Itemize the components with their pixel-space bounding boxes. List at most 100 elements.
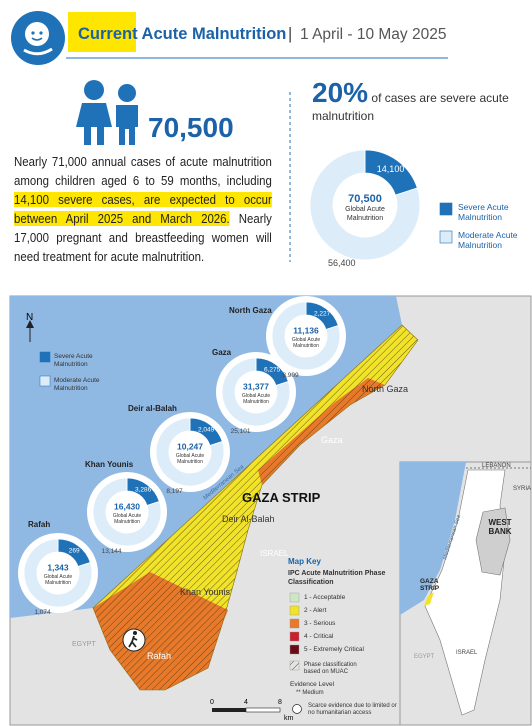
value-label: 269 — [69, 547, 80, 554]
highlight — [68, 12, 136, 52]
inset-label: WEST BANK — [488, 518, 512, 536]
key-label: 2 - Alert — [304, 607, 327, 614]
scale-label: 0 — [210, 699, 214, 706]
key-swatch — [289, 618, 300, 629]
center-text: Global Acute Malnutrition — [291, 337, 321, 350]
value-label: 13,144 — [102, 548, 122, 555]
inset-label: EGYPT — [414, 654, 435, 660]
place-label: Deir Al-Balah — [222, 514, 275, 524]
center-value: 1,343 — [47, 563, 69, 573]
place-label: Rafah — [147, 651, 171, 661]
paragraph: Nearly 71,000 annual cases of acute maln… — [14, 152, 272, 266]
separator: | — [288, 25, 293, 43]
country-label: EGYPT — [72, 641, 96, 648]
value-label: 2,227 — [314, 310, 331, 317]
key-label: 3 - Serious — [304, 620, 336, 627]
text: Nearly 17,000 pregnant and breastfeeding… — [14, 211, 272, 264]
center-text: Global Acute Malnutrition — [241, 393, 271, 406]
center-text: Global Acute Malnutrition — [345, 206, 385, 222]
key-swatch — [289, 631, 300, 642]
value-label: 6,275 — [264, 366, 281, 373]
value-label: 1,074 — [34, 609, 51, 616]
value-label: 8,909 — [282, 372, 299, 379]
donut-slice — [23, 538, 93, 608]
value-label: 14,100 — [377, 164, 405, 174]
total: 70,500 — [148, 112, 234, 143]
inset-label: LEBANON — [482, 463, 511, 469]
scale-label: 4 — [244, 699, 248, 706]
donut-title: North Gaza — [229, 306, 272, 315]
key-label: Scarce evidence due to limited or no hum… — [308, 703, 397, 716]
donut-slice — [221, 357, 291, 427]
people-icon — [76, 80, 138, 145]
donut-title: Gaza — [212, 348, 232, 357]
scale-label: km — [284, 715, 294, 722]
value-label: 8,197 — [166, 488, 183, 495]
scale-bar — [212, 708, 246, 712]
donut-slice — [271, 301, 341, 371]
center-value: 70,500 — [348, 193, 382, 205]
donut-slice — [155, 417, 225, 487]
center-text: Global Acute Malnutrition — [175, 453, 205, 466]
key-label: Evidence Level — [290, 681, 335, 688]
icon — [25, 22, 49, 46]
scale-label: 8 — [278, 699, 282, 706]
value-label: 3,286 — [135, 486, 152, 493]
donut-title: Khan Younis — [85, 460, 134, 469]
key-label: Phase classification based on MUAC — [304, 662, 357, 675]
region-label: GAZA STRIP — [242, 490, 321, 505]
inset-label: SYRIA — [513, 486, 531, 492]
donut-title: Rafah — [28, 520, 51, 529]
center-value: 11,136 — [293, 326, 319, 336]
place-label: North Gaza — [362, 384, 408, 394]
key-label: 5 - Extremely Critical — [304, 646, 364, 653]
value-label: 25,101 — [231, 428, 251, 435]
place-label: Gaza — [321, 435, 343, 445]
center-text: Global Acute Malnutrition — [43, 574, 73, 587]
title: Current Acute Malnutrition — [78, 25, 287, 43]
legend-swatch — [439, 202, 453, 216]
donut-slice — [92, 477, 162, 547]
key-swatch — [289, 592, 300, 603]
inset-gaza — [424, 592, 434, 606]
country-label: ISRAEL — [260, 549, 289, 558]
value-label: 2,049 — [198, 426, 215, 433]
text: of cases are severe acute malnutrition — [312, 91, 509, 123]
key-title: Map Key — [288, 557, 321, 566]
key-swatch — [289, 644, 300, 655]
legend-swatch — [39, 351, 51, 363]
date: 1 April - 10 May 2025 — [300, 26, 447, 43]
key-swatch — [289, 605, 300, 616]
severe-share: 20% of cases are severe acute malnutriti… — [312, 79, 512, 125]
center-value: 31,377 — [243, 382, 269, 392]
center-value: 16,430 — [114, 502, 140, 512]
west-bank — [475, 507, 511, 576]
inset-label: ISRAEL — [456, 650, 478, 656]
scale-bar — [245, 707, 281, 713]
walk-icon — [122, 628, 146, 652]
legend-label: Severe Acute Malnutrition — [458, 202, 509, 222]
legend-label: Moderate Acute Malnutrition — [54, 377, 100, 392]
key-label: ** Medium — [296, 690, 324, 696]
percent: 20% — [312, 77, 369, 108]
key-label: 4 - Critical — [304, 633, 334, 640]
value-label: 56,400 — [328, 258, 356, 268]
text: Nearly 71,000 annual cases of acute maln… — [14, 154, 272, 188]
donut-title: Deir al-Balah — [128, 404, 177, 413]
center-text: Global Acute Malnutrition — [112, 513, 142, 526]
inset-label: GAZA STRIP — [420, 578, 440, 592]
donut-slice — [309, 149, 421, 261]
north-label: N — [26, 312, 33, 323]
legend-label: Moderate Acute Malnutrition — [458, 230, 518, 250]
legend-label: Severe Acute Malnutrition — [54, 353, 93, 368]
legend-swatch — [439, 230, 453, 244]
key-swatch — [289, 660, 300, 671]
center-value: 10,247 — [177, 442, 203, 452]
inset-sea — [400, 462, 466, 615]
key-label: 1 - Acceptable — [304, 594, 346, 601]
north-arrow — [26, 320, 34, 342]
place-label: Khan Younis — [180, 587, 231, 597]
legend-swatch — [39, 375, 51, 387]
